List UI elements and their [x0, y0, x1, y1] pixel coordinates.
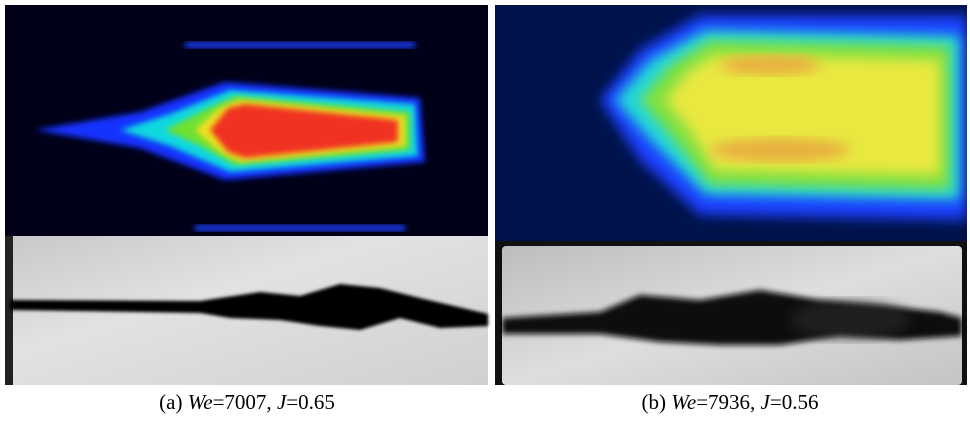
image-b-top — [495, 5, 967, 241]
caption-part: =0.56 — [770, 390, 819, 414]
hot-spot — [720, 55, 820, 75]
caption-a: (a) We=7007, J=0.65 — [159, 390, 335, 414]
caption-part: J — [761, 390, 772, 414]
image-a-bottom — [5, 236, 488, 385]
caption-part: (b) — [642, 390, 672, 414]
caption-part: J — [277, 390, 288, 414]
caption-b: (b) We=7936, J=0.56 — [642, 390, 819, 414]
plume-red — [210, 104, 398, 158]
image-a-top — [5, 5, 488, 236]
caption-part: =7007, — [213, 390, 277, 414]
caption-part: =0.65 — [286, 390, 335, 414]
image-b-bottom — [495, 241, 967, 385]
streak — [185, 42, 415, 48]
streak — [195, 225, 405, 231]
caption-part: We — [188, 390, 213, 414]
jet — [10, 284, 488, 330]
caption-part: =7936, — [696, 390, 760, 414]
spray — [790, 300, 910, 340]
edge — [5, 236, 13, 385]
caption-part: We — [671, 390, 696, 414]
hot-spot — [710, 138, 850, 162]
caption-part: (a) — [159, 390, 188, 414]
